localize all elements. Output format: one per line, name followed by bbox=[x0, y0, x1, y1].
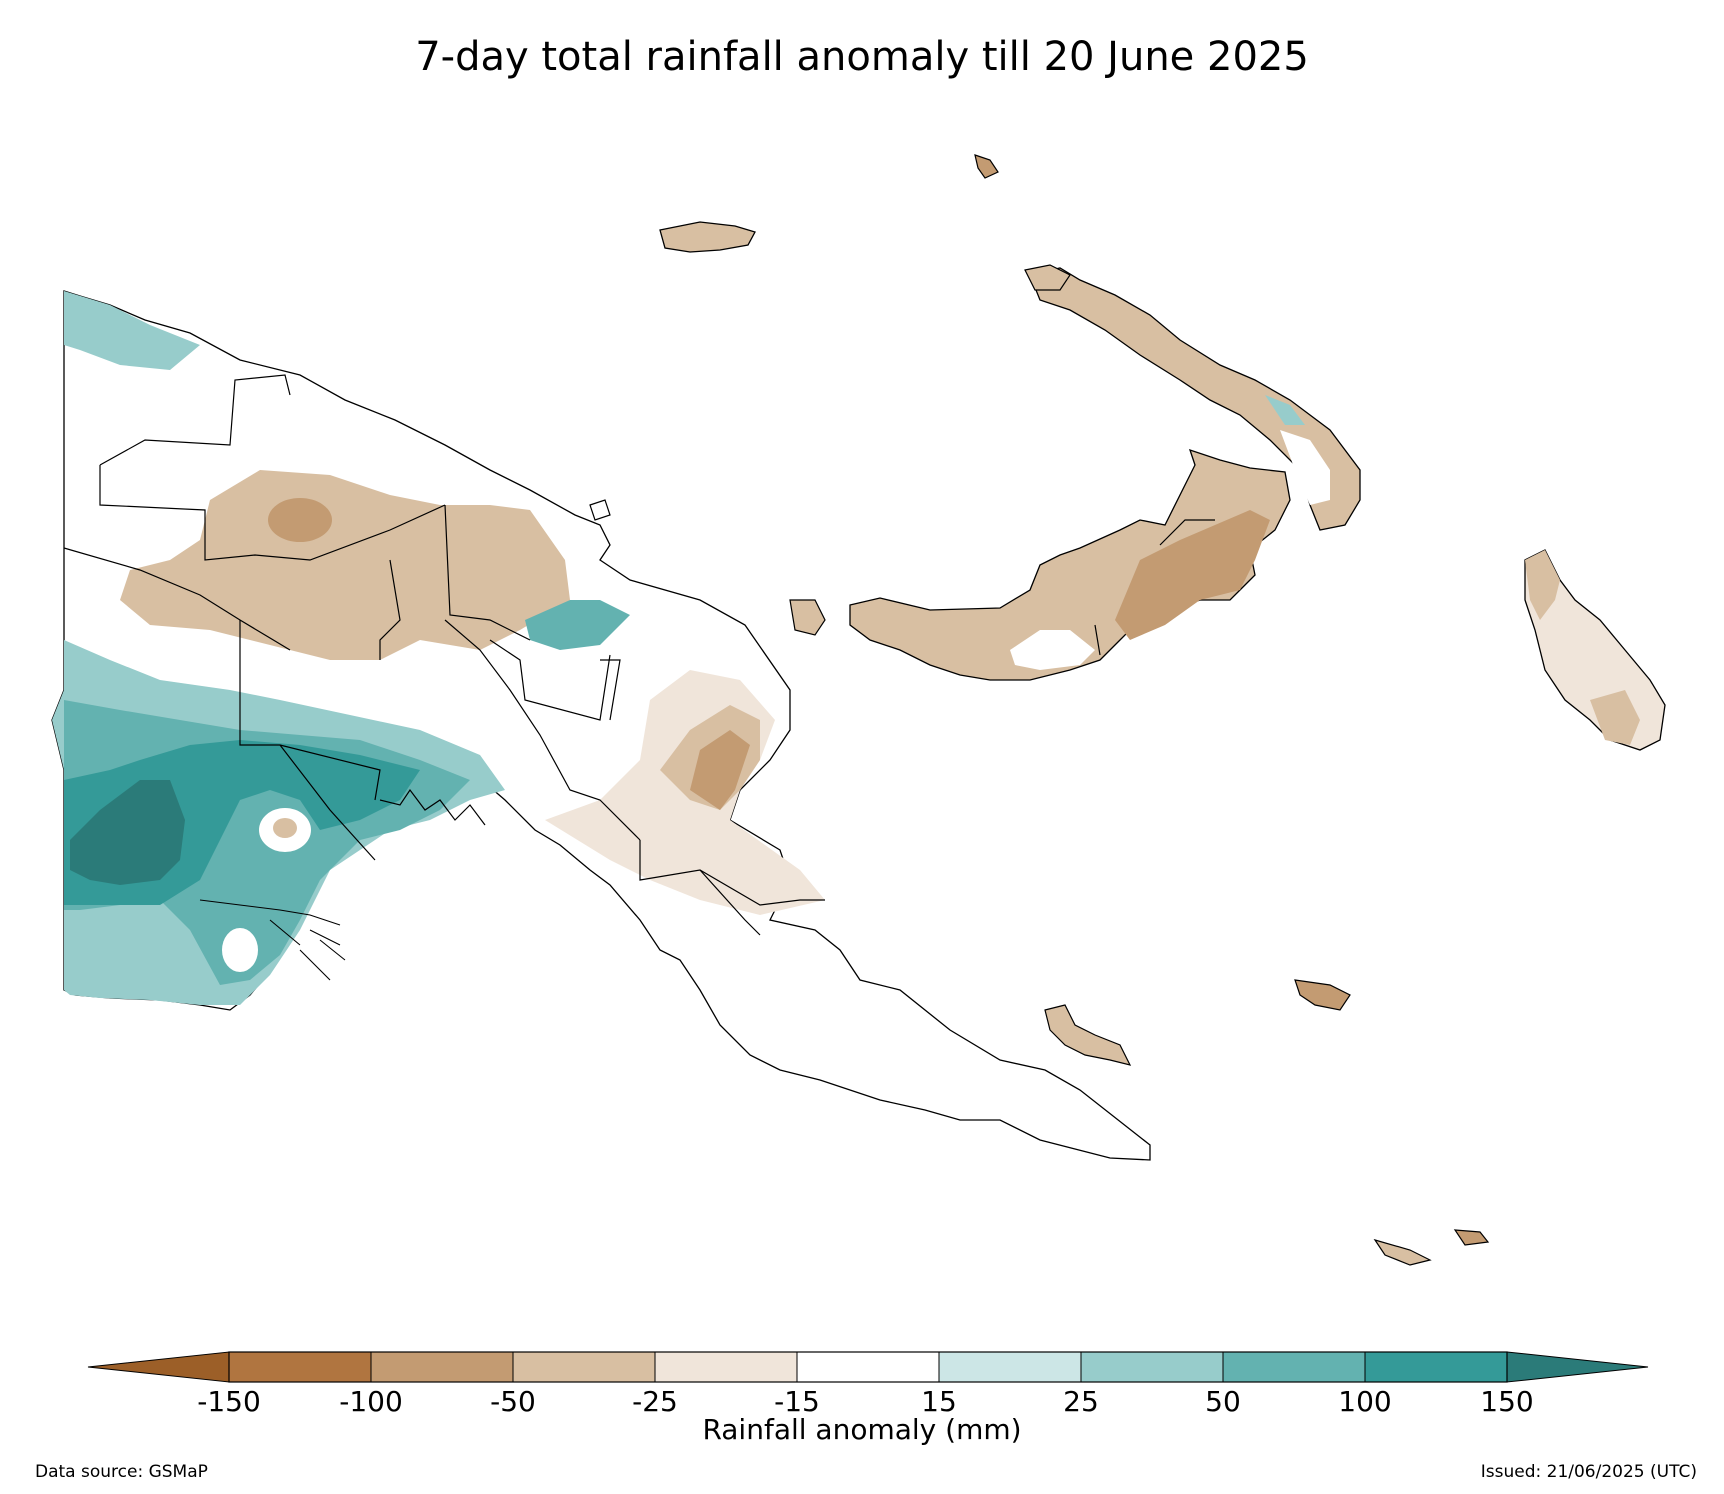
karkar-island bbox=[589, 499, 611, 521]
dry-region-highlands bbox=[120, 470, 570, 660]
new-britain bbox=[849, 448, 1291, 681]
colorbar-tick-label: 15 bbox=[921, 1385, 957, 1418]
province-borders bbox=[63, 374, 825, 936]
colorbar-tick-label: 150 bbox=[1480, 1385, 1534, 1418]
colorbar-tick-label: 100 bbox=[1338, 1385, 1392, 1418]
bougainville bbox=[1524, 549, 1666, 751]
colorbar-tick-label: -50 bbox=[490, 1385, 536, 1418]
rossel-island bbox=[1373, 1238, 1432, 1266]
manus-island bbox=[659, 221, 756, 253]
colorbar-bin-5 bbox=[797, 1352, 939, 1382]
dry-spot-core bbox=[273, 818, 297, 838]
new-ireland-wet bbox=[1265, 395, 1305, 425]
colorbar-tick-label: -15 bbox=[774, 1385, 820, 1418]
colorbar-bin-6 bbox=[939, 1352, 1081, 1382]
umboi-island bbox=[789, 599, 826, 636]
woodlark-island bbox=[1294, 979, 1351, 1011]
bougainville-dry-south bbox=[1590, 690, 1640, 745]
fly-river-delta bbox=[199, 899, 346, 981]
wuvulu-island bbox=[974, 154, 999, 179]
new-britain-normal-patch bbox=[1010, 630, 1095, 670]
colorbar-bin-7 bbox=[1081, 1352, 1223, 1382]
colorbar-tick-label: -25 bbox=[632, 1385, 678, 1418]
dry-region-east-inner bbox=[690, 730, 750, 810]
southern-coast-detail bbox=[379, 788, 486, 826]
colorbar-dividers bbox=[370, 1352, 1366, 1382]
colorbar-bin-4 bbox=[655, 1352, 797, 1382]
data-source-note: Data source: GSMaP bbox=[35, 1462, 208, 1482]
colorbar-label: Rainfall anomaly (mm) bbox=[702, 1413, 1022, 1446]
new-britain-dry-core bbox=[1115, 510, 1270, 640]
new-britain-province-line bbox=[1094, 519, 1215, 656]
colorbar-tick-label: -100 bbox=[339, 1385, 403, 1418]
map-title: 7-day total rainfall anomaly till 20 Jun… bbox=[415, 34, 1309, 80]
bougainville-dry bbox=[1525, 550, 1560, 620]
issued-date-note: Issued: 21/06/2025 (UTC) bbox=[1480, 1462, 1697, 1482]
new-ireland-normal bbox=[1280, 430, 1330, 505]
new-hanover bbox=[1024, 264, 1071, 291]
wet-patch-coast bbox=[525, 600, 630, 650]
dry-spot-south bbox=[222, 928, 258, 972]
wet-region-nw bbox=[64, 291, 200, 370]
colorbar-bin-9 bbox=[1365, 1352, 1507, 1382]
colorbar-tick-label: 25 bbox=[1063, 1385, 1099, 1418]
colorbar-frame bbox=[228, 1351, 1508, 1383]
new-ireland-outline bbox=[1029, 267, 1361, 531]
dry-core-highlands bbox=[268, 498, 332, 542]
colorbar-extend-high bbox=[1506, 1351, 1649, 1383]
small-island-east bbox=[1453, 1229, 1490, 1246]
colorbar-extend-low bbox=[87, 1351, 230, 1383]
colorbar-bin-3 bbox=[513, 1352, 655, 1382]
colorbar-bin-1 bbox=[229, 1352, 371, 1382]
colorbar-tick-label: 50 bbox=[1205, 1385, 1241, 1418]
wet-region-gt150 bbox=[70, 780, 185, 885]
colorbar-tick-label: -150 bbox=[197, 1385, 261, 1418]
colorbar-bin-2 bbox=[371, 1352, 513, 1382]
new-ireland bbox=[1029, 267, 1361, 531]
colorbar-bin-8 bbox=[1223, 1352, 1365, 1382]
mainland-png bbox=[51, 290, 1151, 1161]
dentrecasteaux-islands bbox=[1044, 1004, 1132, 1066]
